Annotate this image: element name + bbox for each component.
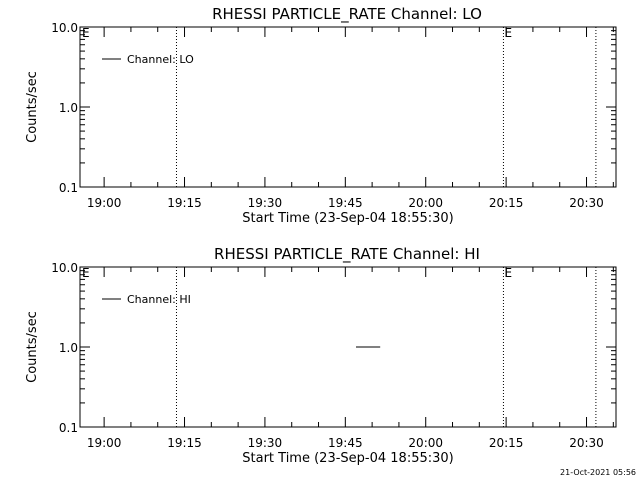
x-tick-label: 20:15 xyxy=(489,436,524,450)
time-marker-label: E xyxy=(504,266,512,280)
x-tick-label: 20:00 xyxy=(408,436,443,450)
x-tick-label: 19:45 xyxy=(328,436,363,450)
x-tick-label: 20:30 xyxy=(569,436,604,450)
y-tick-label: 10.0 xyxy=(51,261,78,275)
y-tick-label: 0.1 xyxy=(59,181,78,195)
chart-panel-hi: RHESSI PARTICLE_RATE Channel: HI Counts/s… xyxy=(25,245,617,466)
time-marker-label: E xyxy=(504,26,512,40)
x-tick-label: 19:30 xyxy=(248,436,283,450)
chart-panel-lo: RHESSI PARTICLE_RATE Channel: LO Counts/s… xyxy=(25,5,617,226)
chart-title: RHESSI PARTICLE_RATE Channel: LO xyxy=(212,5,482,24)
y-tick-label: 1.0 xyxy=(59,101,78,115)
chart-title: RHESSI PARTICLE_RATE Channel: HI xyxy=(214,245,480,264)
x-tick-label: 19:00 xyxy=(87,436,122,450)
x-tick-label: 19:45 xyxy=(328,196,363,210)
plot-frame xyxy=(79,26,617,188)
x-tick-label: 19:15 xyxy=(167,436,202,450)
legend-label: Channel: HI xyxy=(127,293,191,306)
x-tick-label: 20:30 xyxy=(569,196,604,210)
y-tick-label: 0.1 xyxy=(59,421,78,435)
footer-timestamp: 21-Oct-2021 05:56 xyxy=(560,468,636,477)
y-axis-label: Counts/sec xyxy=(25,311,40,383)
x-axis-label: Start Time (23-Sep-04 18:55:30) xyxy=(242,211,453,226)
start-flag-label: E xyxy=(82,266,90,280)
x-tick-label: 20:15 xyxy=(489,196,524,210)
start-flag-label: E xyxy=(82,26,90,40)
x-tick-label: 19:30 xyxy=(248,196,283,210)
y-axis-label: Counts/sec xyxy=(25,71,40,143)
y-tick-label: 1.0 xyxy=(59,341,78,355)
x-tick-label: 19:00 xyxy=(87,196,122,210)
legend-label: Channel: LO xyxy=(127,53,194,66)
plot-frame xyxy=(79,266,617,428)
y-tick-label: 10.0 xyxy=(51,21,78,35)
x-axis-label: Start Time (23-Sep-04 18:55:30) xyxy=(242,451,453,466)
x-tick-label: 20:00 xyxy=(408,196,443,210)
x-tick-label: 19:15 xyxy=(167,196,202,210)
